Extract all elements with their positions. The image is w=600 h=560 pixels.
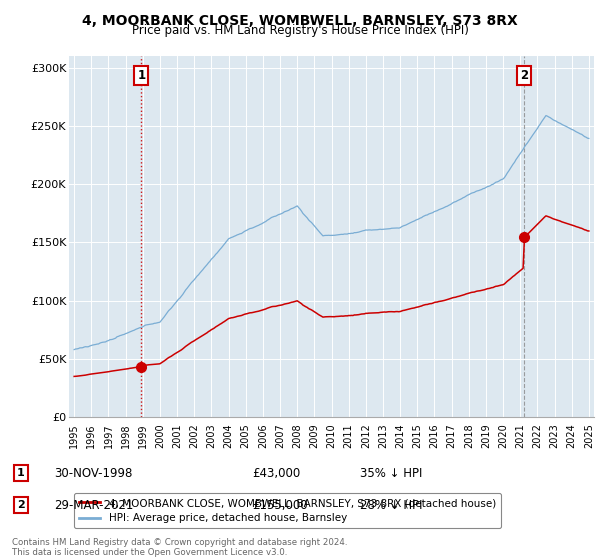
Text: 35% ↓ HPI: 35% ↓ HPI	[360, 466, 422, 480]
Text: 28% ↓ HPI: 28% ↓ HPI	[360, 498, 422, 512]
Text: 2: 2	[520, 69, 529, 82]
Text: 4, MOORBANK CLOSE, WOMBWELL, BARNSLEY, S73 8RX: 4, MOORBANK CLOSE, WOMBWELL, BARNSLEY, S…	[82, 14, 518, 28]
Legend: 4, MOORBANK CLOSE, WOMBWELL, BARNSLEY, S73 8RX (detached house), HPI: Average pr: 4, MOORBANK CLOSE, WOMBWELL, BARNSLEY, S…	[74, 493, 501, 529]
Text: 30-NOV-1998: 30-NOV-1998	[54, 466, 133, 480]
Text: 1: 1	[17, 468, 25, 478]
Text: £43,000: £43,000	[252, 466, 300, 480]
Text: 29-MAR-2021: 29-MAR-2021	[54, 498, 133, 512]
Text: Contains HM Land Registry data © Crown copyright and database right 2024.
This d: Contains HM Land Registry data © Crown c…	[12, 538, 347, 557]
Text: £155,000: £155,000	[252, 498, 308, 512]
Text: Price paid vs. HM Land Registry's House Price Index (HPI): Price paid vs. HM Land Registry's House …	[131, 24, 469, 37]
Text: 2: 2	[17, 500, 25, 510]
Text: 1: 1	[137, 69, 145, 82]
